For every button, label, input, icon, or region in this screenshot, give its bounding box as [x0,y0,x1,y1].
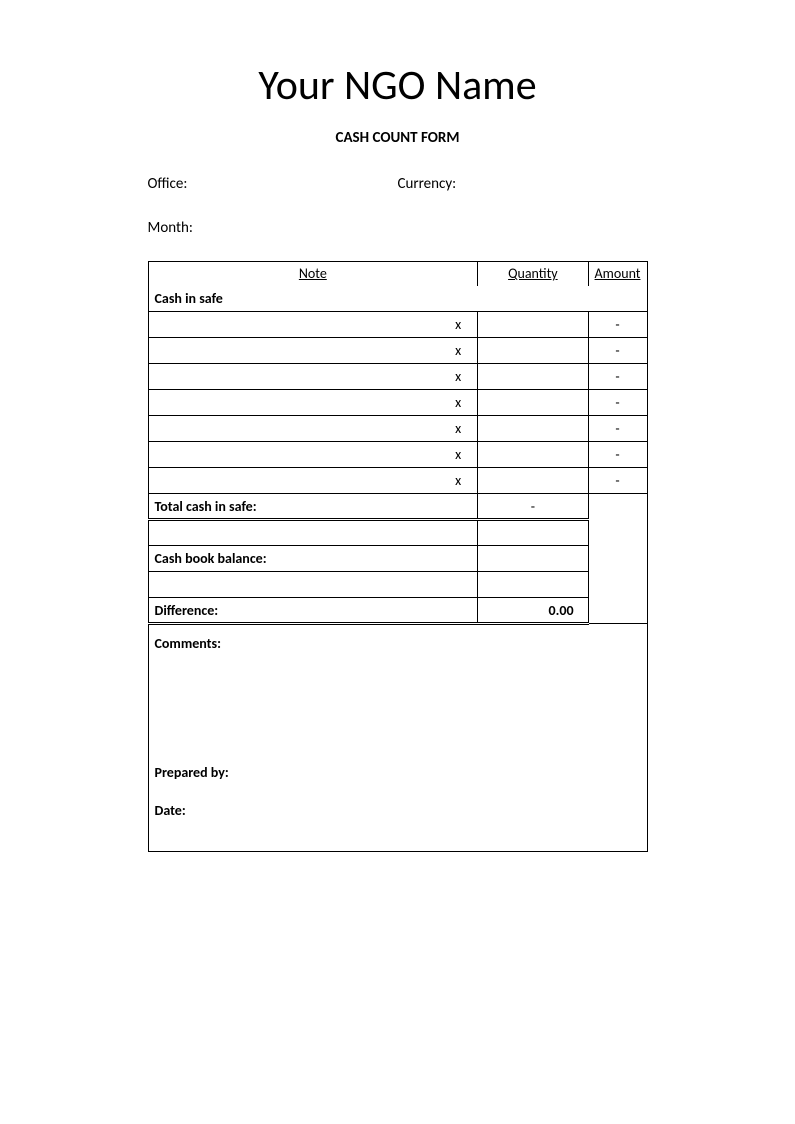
table-row: x - [148,364,647,390]
header-amount: Amount [588,262,647,286]
note-cell: x [148,390,478,416]
difference-label: Difference: [148,598,478,624]
month-label: Month: [148,219,648,237]
spacer-cell [478,520,588,546]
office-currency-row: Office: Currency: [148,175,648,193]
date-row: Date: [148,802,647,852]
spacer-row [148,520,647,546]
quantity-cell [478,312,588,338]
prepared-by-label: Prepared by: [148,764,647,802]
note-cell: x [148,312,478,338]
table-row: x - [148,442,647,468]
note-cell: x [148,364,478,390]
comments-label: Comments: [148,624,647,764]
amount-cell: - [588,312,647,338]
note-cell: x [148,416,478,442]
amount-cell: - [588,416,647,442]
quantity-cell [478,468,588,494]
quantity-cell [478,338,588,364]
note-cell: x [148,338,478,364]
cash-in-safe-label: Cash in safe [148,286,647,312]
organization-title: Your NGO Name [148,60,648,111]
form-title: CASH COUNT FORM [148,129,648,147]
difference-amount: 0.00 [478,598,588,624]
amount-cell: - [588,390,647,416]
cash-book-amount [478,546,588,572]
cash-count-table: Note Quantity Amount Cash in safe x - x … [148,261,648,852]
table-row: x - [148,390,647,416]
spacer-cell [148,572,478,598]
header-quantity: Quantity [478,262,588,286]
table-row: x - [148,416,647,442]
header-note: Note [148,262,478,286]
table-row: x - [148,312,647,338]
amount-cell: - [588,364,647,390]
quantity-cell [478,416,588,442]
table-row: x - [148,468,647,494]
spacer-cell [478,572,588,598]
table-header-row: Note Quantity Amount [148,262,647,286]
quantity-cell [478,364,588,390]
cash-book-row: Cash book balance: [148,546,647,572]
total-amount: - [478,494,588,520]
difference-row: Difference: 0.00 [148,598,647,624]
total-label: Total cash in safe: [148,494,478,520]
date-label: Date: [148,802,647,852]
spacer-row [148,572,647,598]
note-cell: x [148,442,478,468]
cash-in-safe-label-row: Cash in safe [148,286,647,312]
total-row: Total cash in safe: - [148,494,647,520]
quantity-cell [478,442,588,468]
office-label: Office: [148,175,398,193]
amount-cell: - [588,468,647,494]
amount-cell: - [588,338,647,364]
spacer-cell [148,520,478,546]
prepared-by-row: Prepared by: [148,764,647,802]
amount-cell: - [588,442,647,468]
table-row: x - [148,338,647,364]
comments-row: Comments: [148,624,647,764]
currency-label: Currency: [398,175,648,193]
cash-book-label: Cash book balance: [148,546,478,572]
form-container: Your NGO Name CASH COUNT FORM Office: Cu… [148,60,648,852]
note-cell: x [148,468,478,494]
quantity-cell [478,390,588,416]
